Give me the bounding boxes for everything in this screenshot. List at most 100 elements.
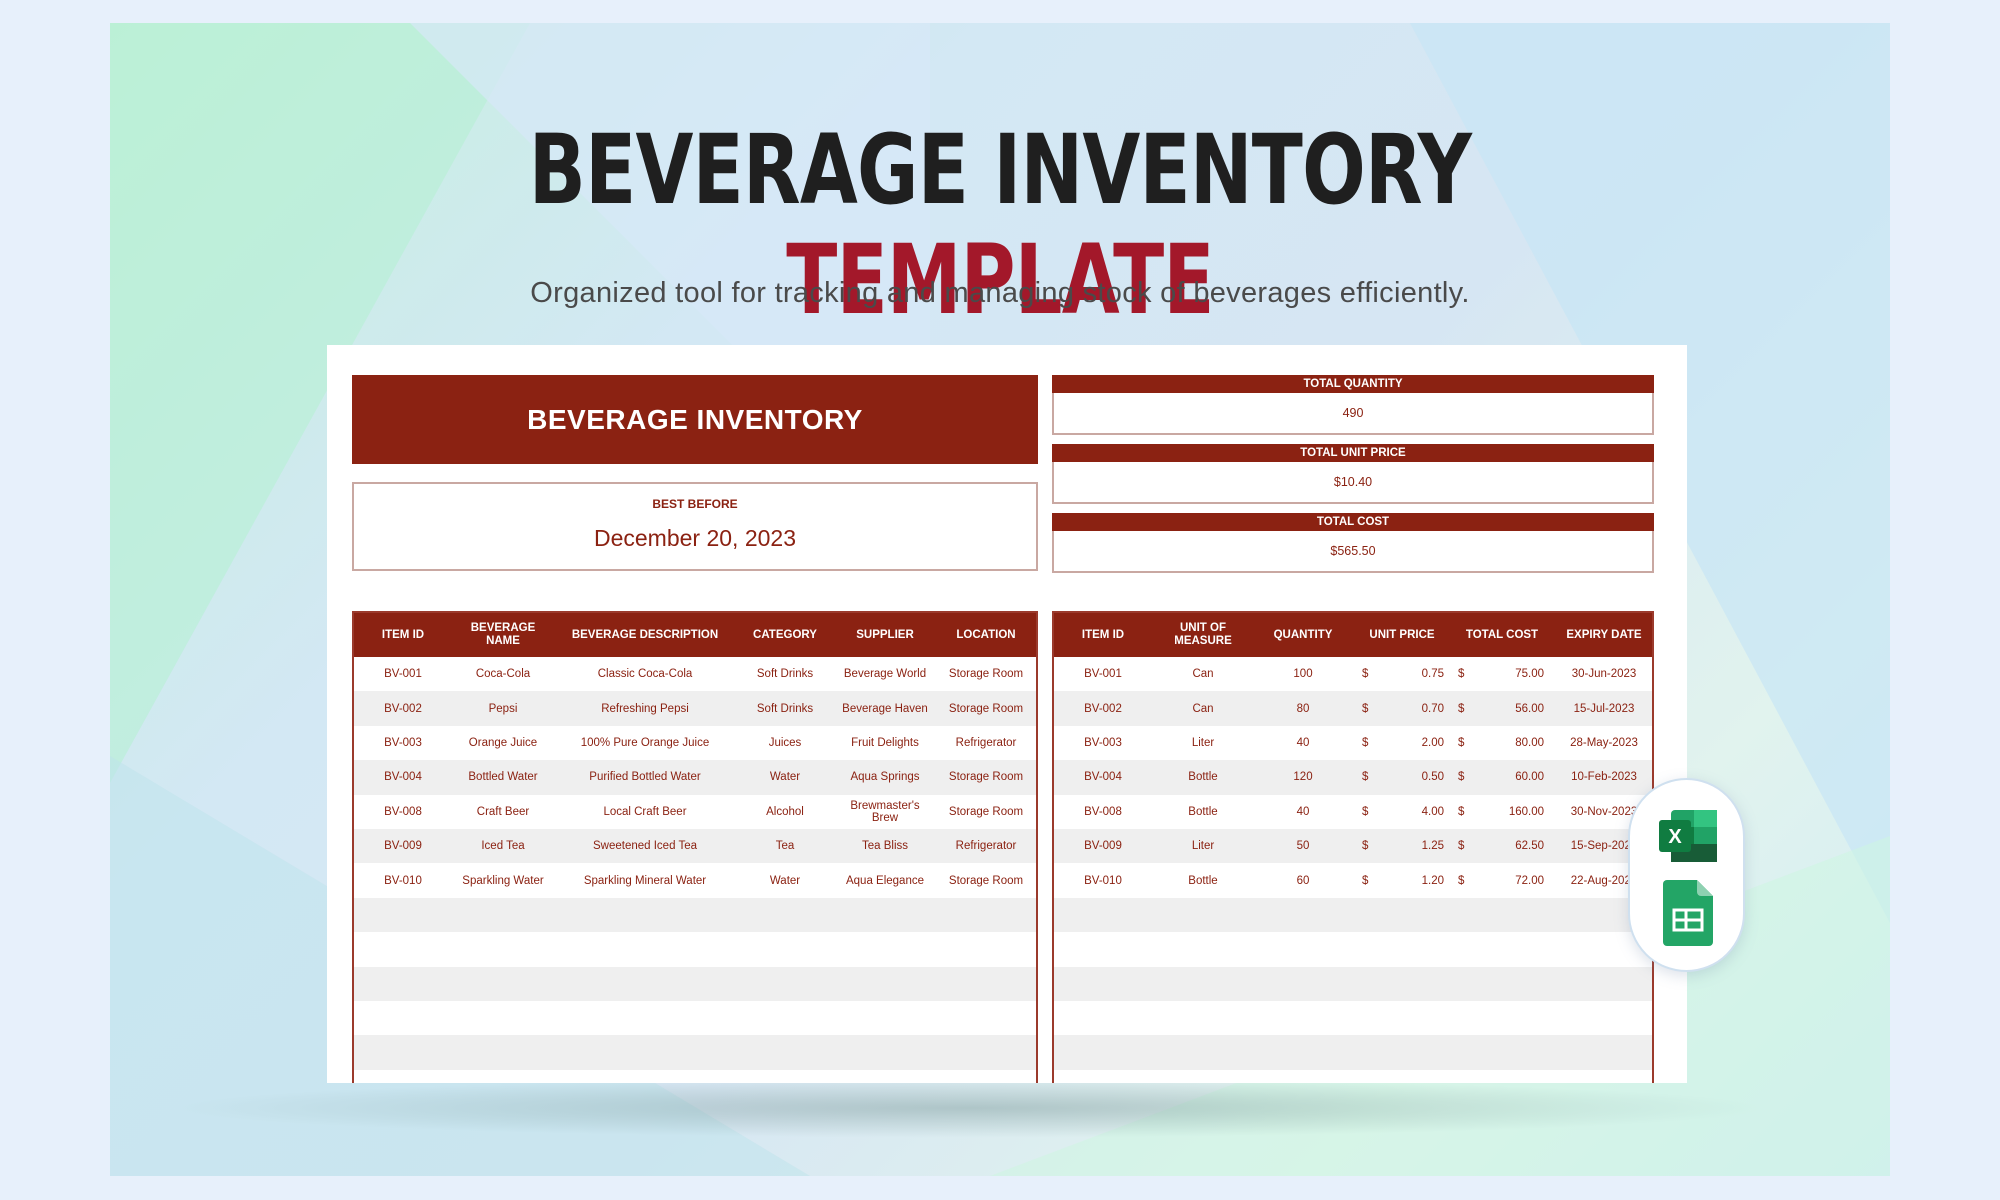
- total-cost-cell: $72.00: [1452, 863, 1552, 897]
- quantity-cell: 50: [1254, 828, 1352, 864]
- unit-price-cell: $1.25: [1352, 828, 1452, 864]
- unit-of-measure-cell: Can: [1192, 668, 1214, 681]
- empty-cell: [1152, 1070, 1254, 1083]
- item-id-cell: BV-009: [354, 828, 452, 864]
- empty-cell: [1352, 1035, 1452, 1070]
- empty-cell: [1452, 1070, 1552, 1083]
- empty-cell: [1254, 1035, 1352, 1070]
- stat-value: $565.50: [1052, 531, 1654, 573]
- empty-cell: [1452, 932, 1552, 966]
- inventory-table-right: ITEM ID UNIT OF MEASURE QUANTITY UNIT PR…: [1052, 611, 1654, 1083]
- supplier-cell: Beverage Haven: [834, 691, 936, 726]
- description-cell: Classic Coca-Cola: [597, 668, 693, 681]
- empty-cell: [1552, 1070, 1652, 1083]
- unit-price-value: 1.25: [1421, 840, 1444, 853]
- quantity-cell: 40: [1296, 736, 1310, 749]
- column-header: BEVERAGE DESCRIPTION: [554, 613, 736, 657]
- table-row: BV-004 Bottle 120 $0.50 $60.00 10-Feb-2023: [1054, 760, 1652, 795]
- empty-table-row: [354, 932, 1036, 966]
- empty-cell: [1352, 1001, 1452, 1035]
- empty-table-row: [1054, 932, 1652, 966]
- unit-price-value: 0.50: [1421, 771, 1444, 784]
- stat-value: $10.40: [1052, 462, 1654, 504]
- currency-symbol: $: [1458, 736, 1465, 749]
- quantity-cell: 60: [1296, 874, 1310, 887]
- beverage-name-cell: Orange Juice: [468, 736, 538, 749]
- expiry-date-cell: 22-Aug-2023: [1570, 874, 1638, 887]
- hero-background: BEVERAGE INVENTORY TEMPLATE Organized to…: [110, 23, 1890, 1176]
- page-title: BEVERAGE INVENTORY TEMPLATE: [306, 115, 1694, 335]
- empty-cell: [1254, 966, 1352, 1001]
- item-id-cell: BV-001: [1084, 668, 1122, 681]
- empty-cell: [736, 932, 834, 966]
- table-row: BV-008 Craft Beer Local Craft Beer Alcohol B…: [354, 795, 1036, 829]
- currency-symbol: $: [1362, 702, 1369, 715]
- page-title-main: BEVERAGE INVENTORY: [528, 114, 1472, 226]
- total-cost-value: 62.50: [1515, 840, 1544, 853]
- location-cell: Storage Room: [936, 691, 1036, 726]
- empty-cell: [554, 1070, 736, 1083]
- beverage-name-cell: Coca-Cola: [475, 668, 531, 681]
- google-sheets-icon: [1663, 880, 1713, 946]
- empty-cell: [936, 1070, 1036, 1083]
- table-row: BV-008 Bottle 40 $4.00 $160.00 30-Nov-2023: [1054, 795, 1652, 829]
- table-row: BV-003 Orange Juice 100% Pure Orange Juice…: [354, 726, 1036, 760]
- empty-cell: [834, 966, 936, 1001]
- currency-symbol: $: [1458, 874, 1465, 887]
- excel-icon: X: [1659, 810, 1717, 862]
- empty-cell: [1352, 1070, 1452, 1083]
- location-cell: Storage Room: [948, 874, 1024, 887]
- beverage-name-cell: Sparkling Water: [462, 874, 544, 887]
- column-header: UNIT PRICE: [1352, 613, 1452, 657]
- left-table-body: BV-001 Coca-Cola Classic Coca-Cola Soft Dri…: [354, 657, 1036, 1083]
- unit-price-value: 2.00: [1421, 736, 1444, 749]
- empty-cell: [1452, 897, 1552, 933]
- total-cost-cell: $75.00: [1452, 657, 1552, 691]
- quantity-cell: 80: [1254, 691, 1352, 726]
- empty-cell: [554, 1001, 736, 1035]
- empty-cell: [1352, 932, 1452, 966]
- empty-cell: [1054, 932, 1152, 966]
- unit-of-measure-cell: Bottle: [1188, 874, 1218, 887]
- total-cost-cell: $56.00: [1452, 691, 1552, 726]
- empty-cell: [936, 932, 1036, 966]
- currency-symbol: $: [1458, 840, 1465, 853]
- unit-price-cell: $0.75: [1352, 657, 1452, 691]
- empty-cell: [354, 1070, 452, 1083]
- page-title-accent: TEMPLATE: [786, 224, 1214, 336]
- empty-cell: [554, 1035, 736, 1070]
- category-cell: Water: [769, 874, 801, 887]
- unit-price-value: 0.70: [1421, 702, 1444, 715]
- empty-cell: [354, 966, 452, 1001]
- expiry-date-cell: 15-Jul-2023: [1552, 691, 1652, 726]
- unit-price-cell: $0.70: [1352, 691, 1452, 726]
- empty-cell: [1254, 897, 1352, 933]
- empty-cell: [354, 932, 452, 966]
- empty-table-row: [1054, 1070, 1652, 1083]
- empty-cell: [452, 966, 554, 1001]
- item-id-cell: BV-003: [384, 736, 422, 749]
- empty-cell: [554, 966, 736, 1001]
- empty-cell: [354, 1035, 452, 1070]
- empty-cell: [452, 1070, 554, 1083]
- supplier-cell: Beverage World: [843, 668, 927, 681]
- quantity-cell: 120: [1254, 760, 1352, 795]
- table-row: BV-004 Bottled Water Purified Bottled Wate…: [354, 760, 1036, 795]
- location-cell: Storage Room: [948, 805, 1024, 818]
- total-cost-value: 75.00: [1515, 668, 1544, 681]
- table-row: BV-002 Can 80 $0.70 $56.00 15-Jul-2023: [1054, 691, 1652, 726]
- empty-cell: [1352, 966, 1452, 1001]
- empty-cell: [452, 932, 554, 966]
- currency-symbol: $: [1362, 771, 1369, 784]
- currency-symbol: $: [1362, 668, 1369, 681]
- description-cell: Local Craft Beer: [603, 805, 687, 818]
- empty-cell: [1452, 966, 1552, 1001]
- category-cell: Soft Drinks: [736, 691, 834, 726]
- item-id-cell: BV-004: [1054, 760, 1152, 795]
- stat-total-quantity: TOTAL QUANTITY 490: [1052, 375, 1654, 435]
- location-cell: Refrigerator: [955, 736, 1017, 749]
- column-header: LOCATION: [936, 613, 1036, 657]
- empty-cell: [354, 1001, 452, 1035]
- empty-cell: [1254, 1070, 1352, 1083]
- item-id-cell: BV-001: [384, 668, 422, 681]
